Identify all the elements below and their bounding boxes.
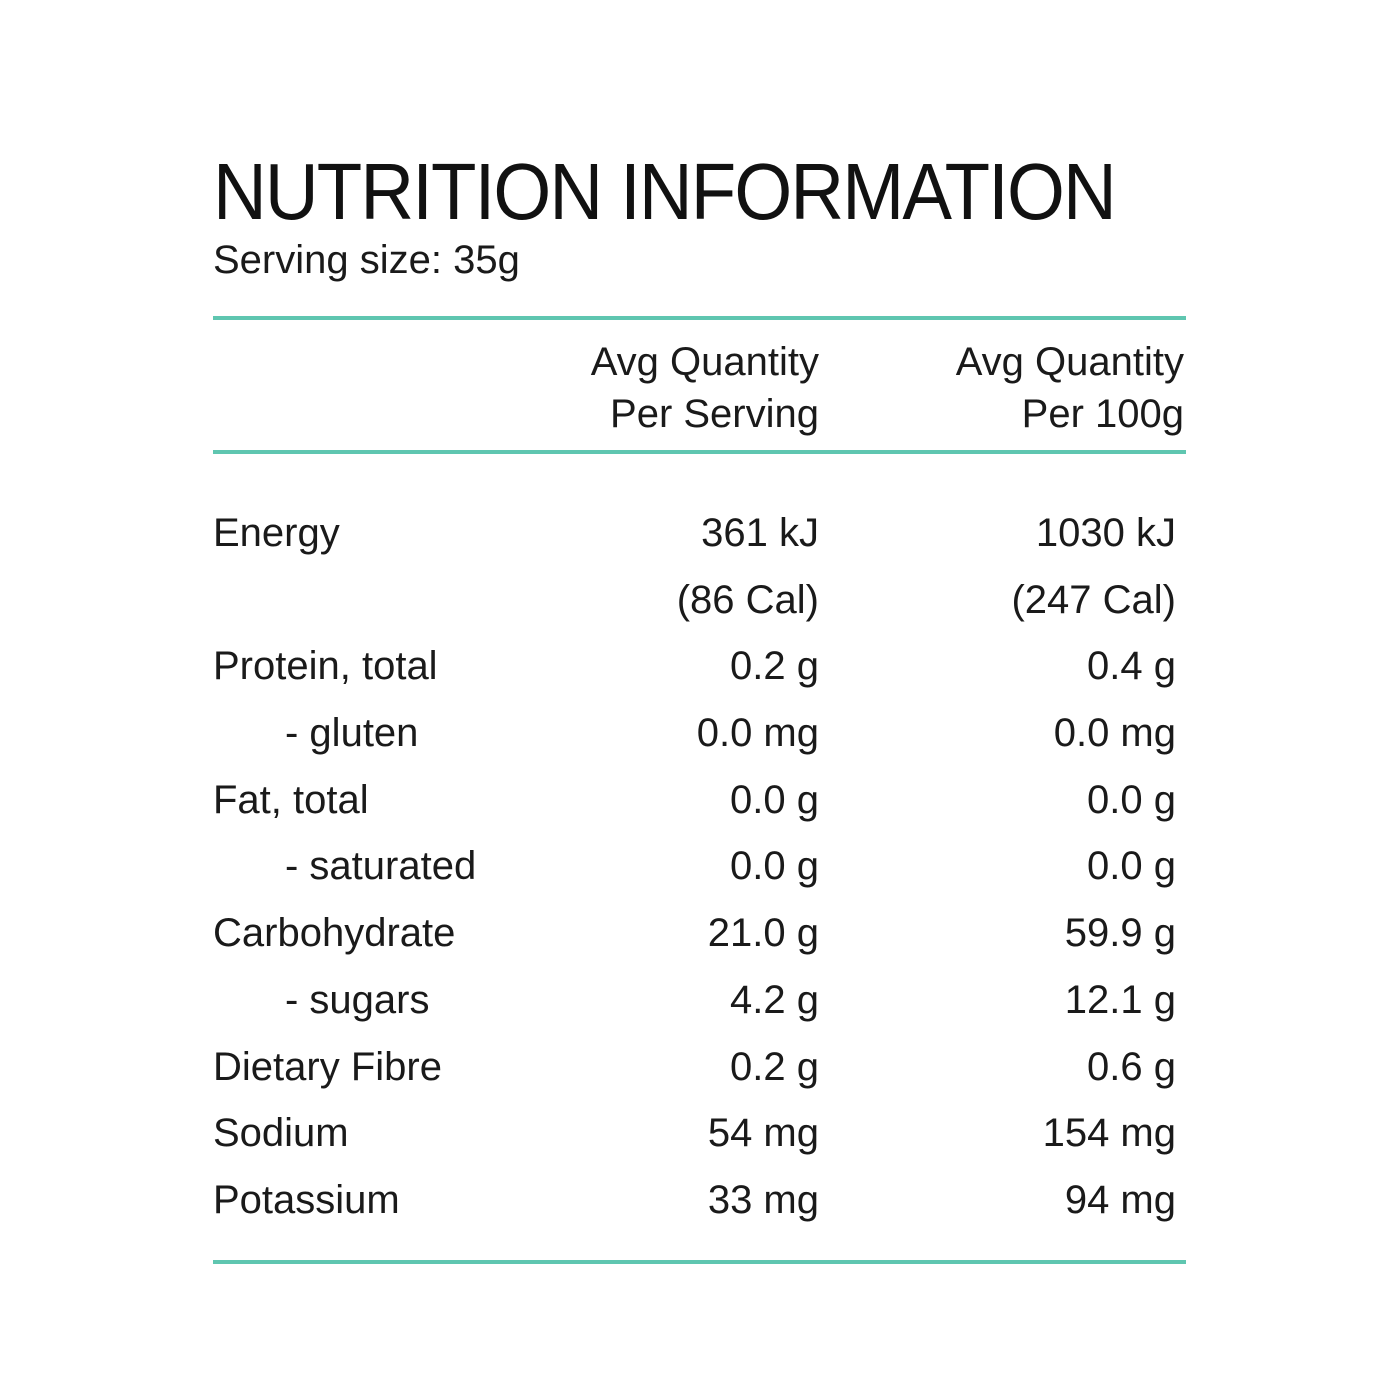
per-serving-value: 33 mg (707, 1177, 819, 1222)
column-header-per-serving: Avg Quantity Per Serving (591, 336, 819, 440)
table-row: (86 Cal) (247 Cal) (213, 567, 1186, 634)
column-header-line: Per Serving (610, 392, 819, 436)
per-100g-value: 0.4 g (1087, 644, 1176, 689)
per-serving-value: 21.0 g (707, 911, 819, 956)
per-100g-value: (247 Cal) (1011, 577, 1176, 622)
per-100g-value: 59.9 g (1064, 911, 1176, 956)
row-label: Dietary Fibre (213, 1044, 442, 1089)
nutrition-panel: NUTRITION INFORMATION Serving size: 35g … (213, 150, 1186, 1264)
row-label: Energy (213, 511, 340, 555)
column-header-line: Avg Quantity (590, 340, 819, 384)
page-title: NUTRITION INFORMATION (213, 147, 1117, 236)
column-header-per-100g: Avg Quantity Per 100g (956, 336, 1184, 440)
row-label: Fat, total (213, 777, 369, 822)
per-serving-value: 0.0 g (730, 777, 819, 822)
column-header-line: Avg Quantity (955, 340, 1184, 384)
per-serving-value: 4.2 g (730, 977, 819, 1022)
per-serving-value: 0.2 g (730, 1044, 819, 1089)
per-100g-value: 12.1 g (1064, 977, 1176, 1022)
row-label: Carbohydrate (213, 911, 456, 956)
header-divider (213, 450, 1186, 454)
table-row: Protein, total 0.2 g 0.4 g (213, 633, 1186, 700)
table-row: Carbohydrate 21.0 g 59.9 g (213, 900, 1186, 967)
per-100g-value: 0.0 g (1087, 777, 1176, 822)
table-row: Dietary Fibre 0.2 g 0.6 g (213, 1034, 1186, 1101)
per-serving-value: (86 Cal) (676, 577, 819, 622)
per-100g-value: 0.0 mg (1053, 711, 1176, 756)
per-serving-value: 361 kJ (701, 511, 819, 555)
per-serving-value: 0.0 g (730, 844, 819, 889)
per-serving-value: 0.0 mg (696, 711, 819, 756)
table-row: - gluten 0.0 mg 0.0 mg (213, 700, 1186, 767)
row-label: Sodium (213, 1111, 349, 1156)
nutrition-table-body: Energy 361 kJ 1030 kJ (86 Cal) (247 Cal)… (213, 500, 1186, 1260)
table-row: Fat, total 0.0 g 0.0 g (213, 767, 1186, 834)
serving-size: Serving size: 35g (213, 238, 520, 282)
per-100g-value: 154 mg (1042, 1111, 1176, 1156)
per-100g-value: 94 mg (1064, 1177, 1176, 1222)
column-header-line: Per 100g (1021, 392, 1184, 436)
per-serving-value: 0.2 g (730, 644, 819, 689)
row-label: Protein, total (213, 644, 438, 689)
table-row: - sugars 4.2 g 12.1 g (213, 967, 1186, 1034)
row-label: - saturated (285, 844, 477, 889)
table-row: Sodium 54 mg 154 mg (213, 1100, 1186, 1167)
table-header: Avg Quantity Per Serving Avg Quantity Pe… (213, 320, 1186, 450)
row-label: - gluten (285, 711, 419, 756)
top-divider (213, 316, 1186, 320)
per-serving-value: 54 mg (707, 1111, 819, 1156)
row-label: Potassium (213, 1177, 400, 1222)
table-row: Energy 361 kJ 1030 kJ (213, 500, 1186, 567)
bottom-divider (213, 1260, 1186, 1264)
row-label: - sugars (285, 977, 430, 1022)
per-100g-value: 0.6 g (1087, 1044, 1176, 1089)
table-row: Potassium 33 mg 94 mg (213, 1167, 1186, 1234)
per-100g-value: 0.0 g (1087, 844, 1176, 889)
per-100g-value: 1030 kJ (1035, 511, 1176, 555)
table-row: - saturated 0.0 g 0.0 g (213, 833, 1186, 900)
